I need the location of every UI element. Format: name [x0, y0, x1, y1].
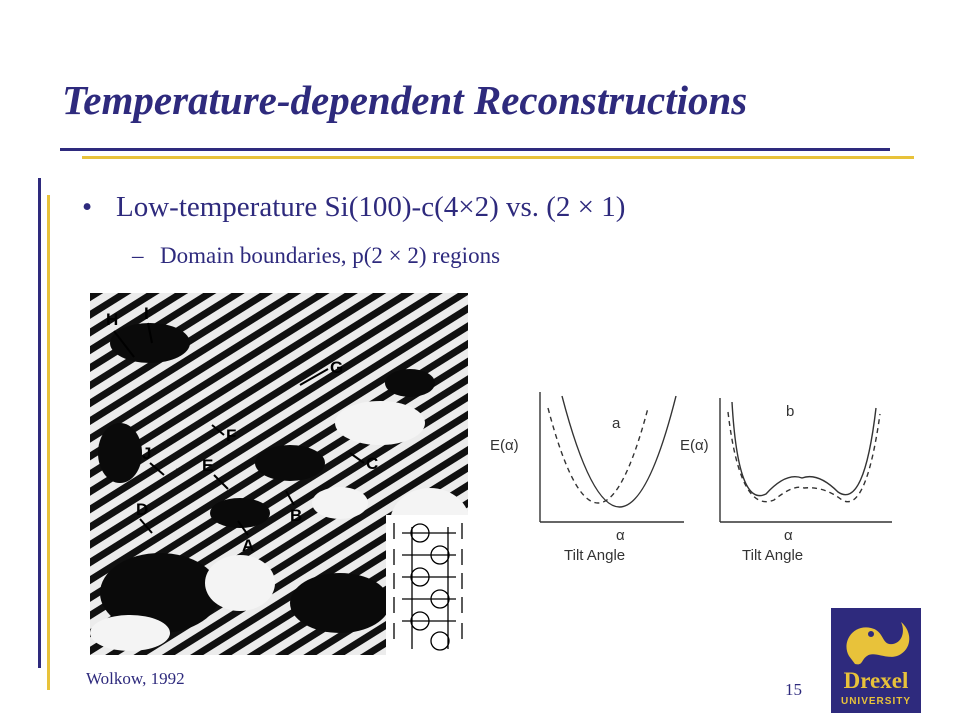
- drexel-logo: Drexel UNIVERSITY: [831, 608, 921, 713]
- sub-bullet-marker: –: [132, 243, 144, 268]
- stm-label: B: [290, 506, 302, 525]
- logo-subtitle: UNIVERSITY: [840, 696, 911, 707]
- right-plot-xlabel: Tilt Angle: [742, 547, 803, 564]
- bullet-marker: •: [82, 191, 93, 223]
- bullet-item: • Low-temperature Si(100)-c(4×2) vs. (2 ×…: [82, 191, 625, 224]
- title-rule-gold: [82, 156, 914, 159]
- title-rule-blue: [60, 148, 890, 151]
- stm-label: A: [242, 536, 254, 555]
- image-credit: Wolkow, 1992: [86, 669, 185, 688]
- stm-label: H: [106, 310, 118, 329]
- left-plot-ylabel: E(α): [490, 437, 519, 454]
- slide-title: Temperature-dependent Reconstructions: [62, 77, 748, 123]
- left-plot-label: a: [612, 415, 621, 432]
- stm-label: I: [144, 304, 149, 323]
- stm-label: G: [330, 358, 343, 377]
- right-plot-alpha: α: [784, 527, 793, 544]
- sub-bullet-text: Domain boundaries, p(2 × 2) regions: [160, 243, 501, 268]
- left-plot-xlabel: Tilt Angle: [564, 547, 625, 564]
- stm-label: J: [142, 444, 151, 463]
- right-plot-label: b: [786, 403, 794, 420]
- page-number: 15: [785, 680, 802, 699]
- stm-label: F: [226, 426, 236, 445]
- left-plot-alpha: α: [616, 527, 625, 544]
- right-plot-ylabel: E(α): [680, 437, 709, 454]
- logo-name: Drexel: [843, 668, 909, 693]
- left-bar-blue: [38, 178, 41, 668]
- stm-label: C: [366, 454, 378, 473]
- bullet-text: Low-temperature Si(100)-c(4×2) vs. (2 × …: [116, 191, 626, 223]
- energy-plots: E(α) a α Tilt Angle E(α) b α Tilt Angle: [488, 388, 900, 568]
- left-bar-gold: [47, 195, 50, 690]
- stm-label: E: [202, 456, 213, 475]
- dragon-icon: [846, 622, 910, 665]
- stm-micrograph: H I G F J E C D B A: [90, 293, 468, 655]
- stm-label: D: [136, 500, 148, 519]
- sub-bullet-item: – Domain boundaries, p(2 × 2) regions: [132, 243, 500, 269]
